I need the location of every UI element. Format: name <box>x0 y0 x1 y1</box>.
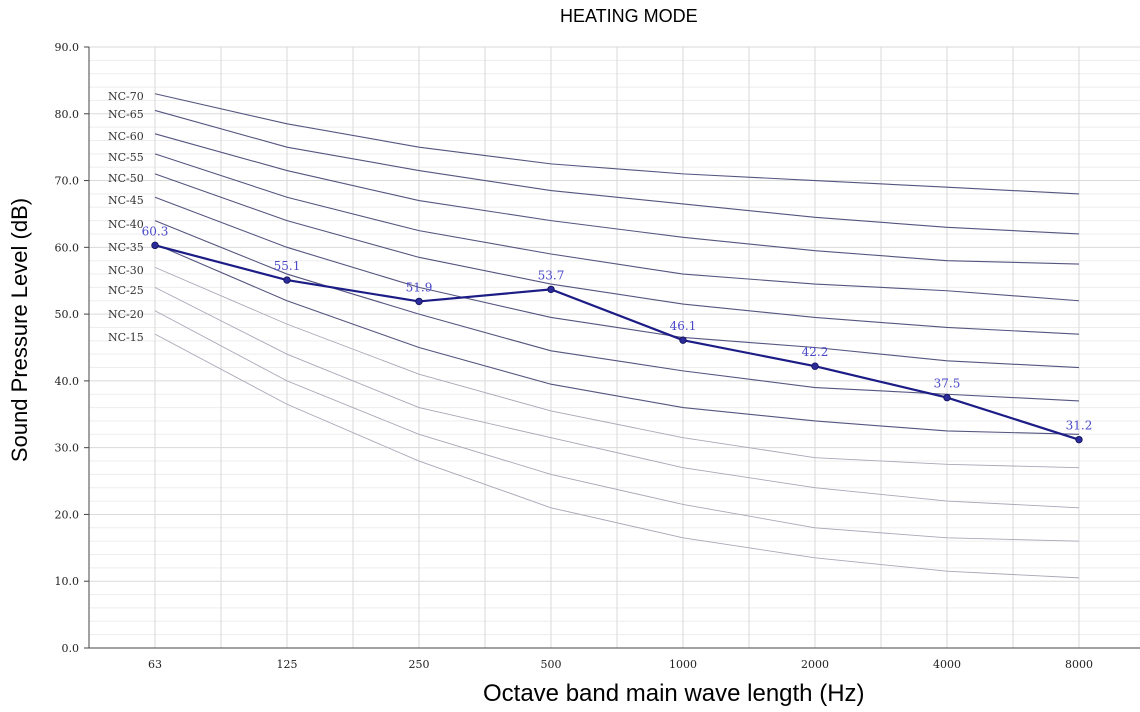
data-label: 42.2 <box>802 345 829 359</box>
nc-curve-label: NC-45 <box>108 194 144 207</box>
nc-curve-label: NC-55 <box>108 151 144 164</box>
y-tick-label: 90.0 <box>55 41 80 54</box>
data-point <box>151 241 159 250</box>
nc-curve-line <box>154 93 1080 195</box>
series-line <box>154 244 1080 441</box>
y-tick-label: 70.0 <box>55 175 80 188</box>
nc-curve-line <box>154 153 1080 302</box>
nc-curve-label: NC-20 <box>108 308 144 321</box>
y-tick-label: 50.0 <box>55 308 80 321</box>
y-tick-label: 20.0 <box>55 508 80 521</box>
chart-title: HEATING MODE <box>560 6 698 26</box>
nc-curve-line <box>154 333 1080 579</box>
y-tick-label: 80.0 <box>55 108 80 121</box>
x-tick-label: 63 <box>148 658 162 671</box>
x-tick-label: 4000 <box>933 658 961 671</box>
x-tick-label: 8000 <box>1065 658 1093 671</box>
data-point <box>679 336 687 344</box>
nc-curve-label: NC-60 <box>108 130 144 143</box>
nc-curve-line <box>154 243 1080 435</box>
x-axis-label: Octave band main wave length (Hz) <box>483 680 865 707</box>
nc-curve-label: NC-40 <box>108 218 144 231</box>
nc-curve-line <box>154 173 1080 335</box>
y-tick-label: 60.0 <box>55 241 80 254</box>
data-point <box>811 362 819 370</box>
nc-curve-label: NC-70 <box>108 90 144 103</box>
y-tick-label: 40.0 <box>55 375 80 388</box>
x-tick-label: 1000 <box>669 658 697 671</box>
data-point <box>1075 435 1083 444</box>
data-label: 51.9 <box>406 280 433 294</box>
y-tick-label: 0.0 <box>62 642 80 655</box>
x-tick-label: 2000 <box>801 658 829 671</box>
data-point <box>283 276 291 284</box>
nc-curve-label: NC-30 <box>108 264 144 277</box>
nc-curve-label: NC-35 <box>108 241 144 254</box>
data-point <box>547 285 555 294</box>
nc-curve-label: NC-25 <box>108 284 144 297</box>
data-label: 55.1 <box>274 259 301 273</box>
nc-curve-line <box>154 266 1080 469</box>
data-label: 46.1 <box>670 319 697 333</box>
nc-curve-line <box>154 133 1080 265</box>
nc-curve-label: NC-50 <box>108 172 144 185</box>
x-tick-label: 250 <box>409 658 430 671</box>
data-point <box>415 297 423 306</box>
nc-curve-line <box>154 310 1080 542</box>
data-label: 37.5 <box>934 377 961 391</box>
nc-curve-line <box>154 286 1080 509</box>
y-tick-label: 30.0 <box>55 442 80 455</box>
nc-curve-label: NC-65 <box>108 108 144 121</box>
data-label: 31.2 <box>1066 419 1093 433</box>
nc-curve-line <box>154 109 1080 235</box>
nc-curve-label: NC-15 <box>108 331 144 344</box>
x-tick-label: 125 <box>277 658 298 671</box>
data-label: 53.7 <box>538 268 565 282</box>
x-tick-label: 500 <box>541 658 562 671</box>
data-point <box>943 393 951 402</box>
y-tick-label: 10.0 <box>55 575 80 588</box>
nc-curve-line <box>154 196 1080 369</box>
data-label: 60.3 <box>142 224 169 238</box>
